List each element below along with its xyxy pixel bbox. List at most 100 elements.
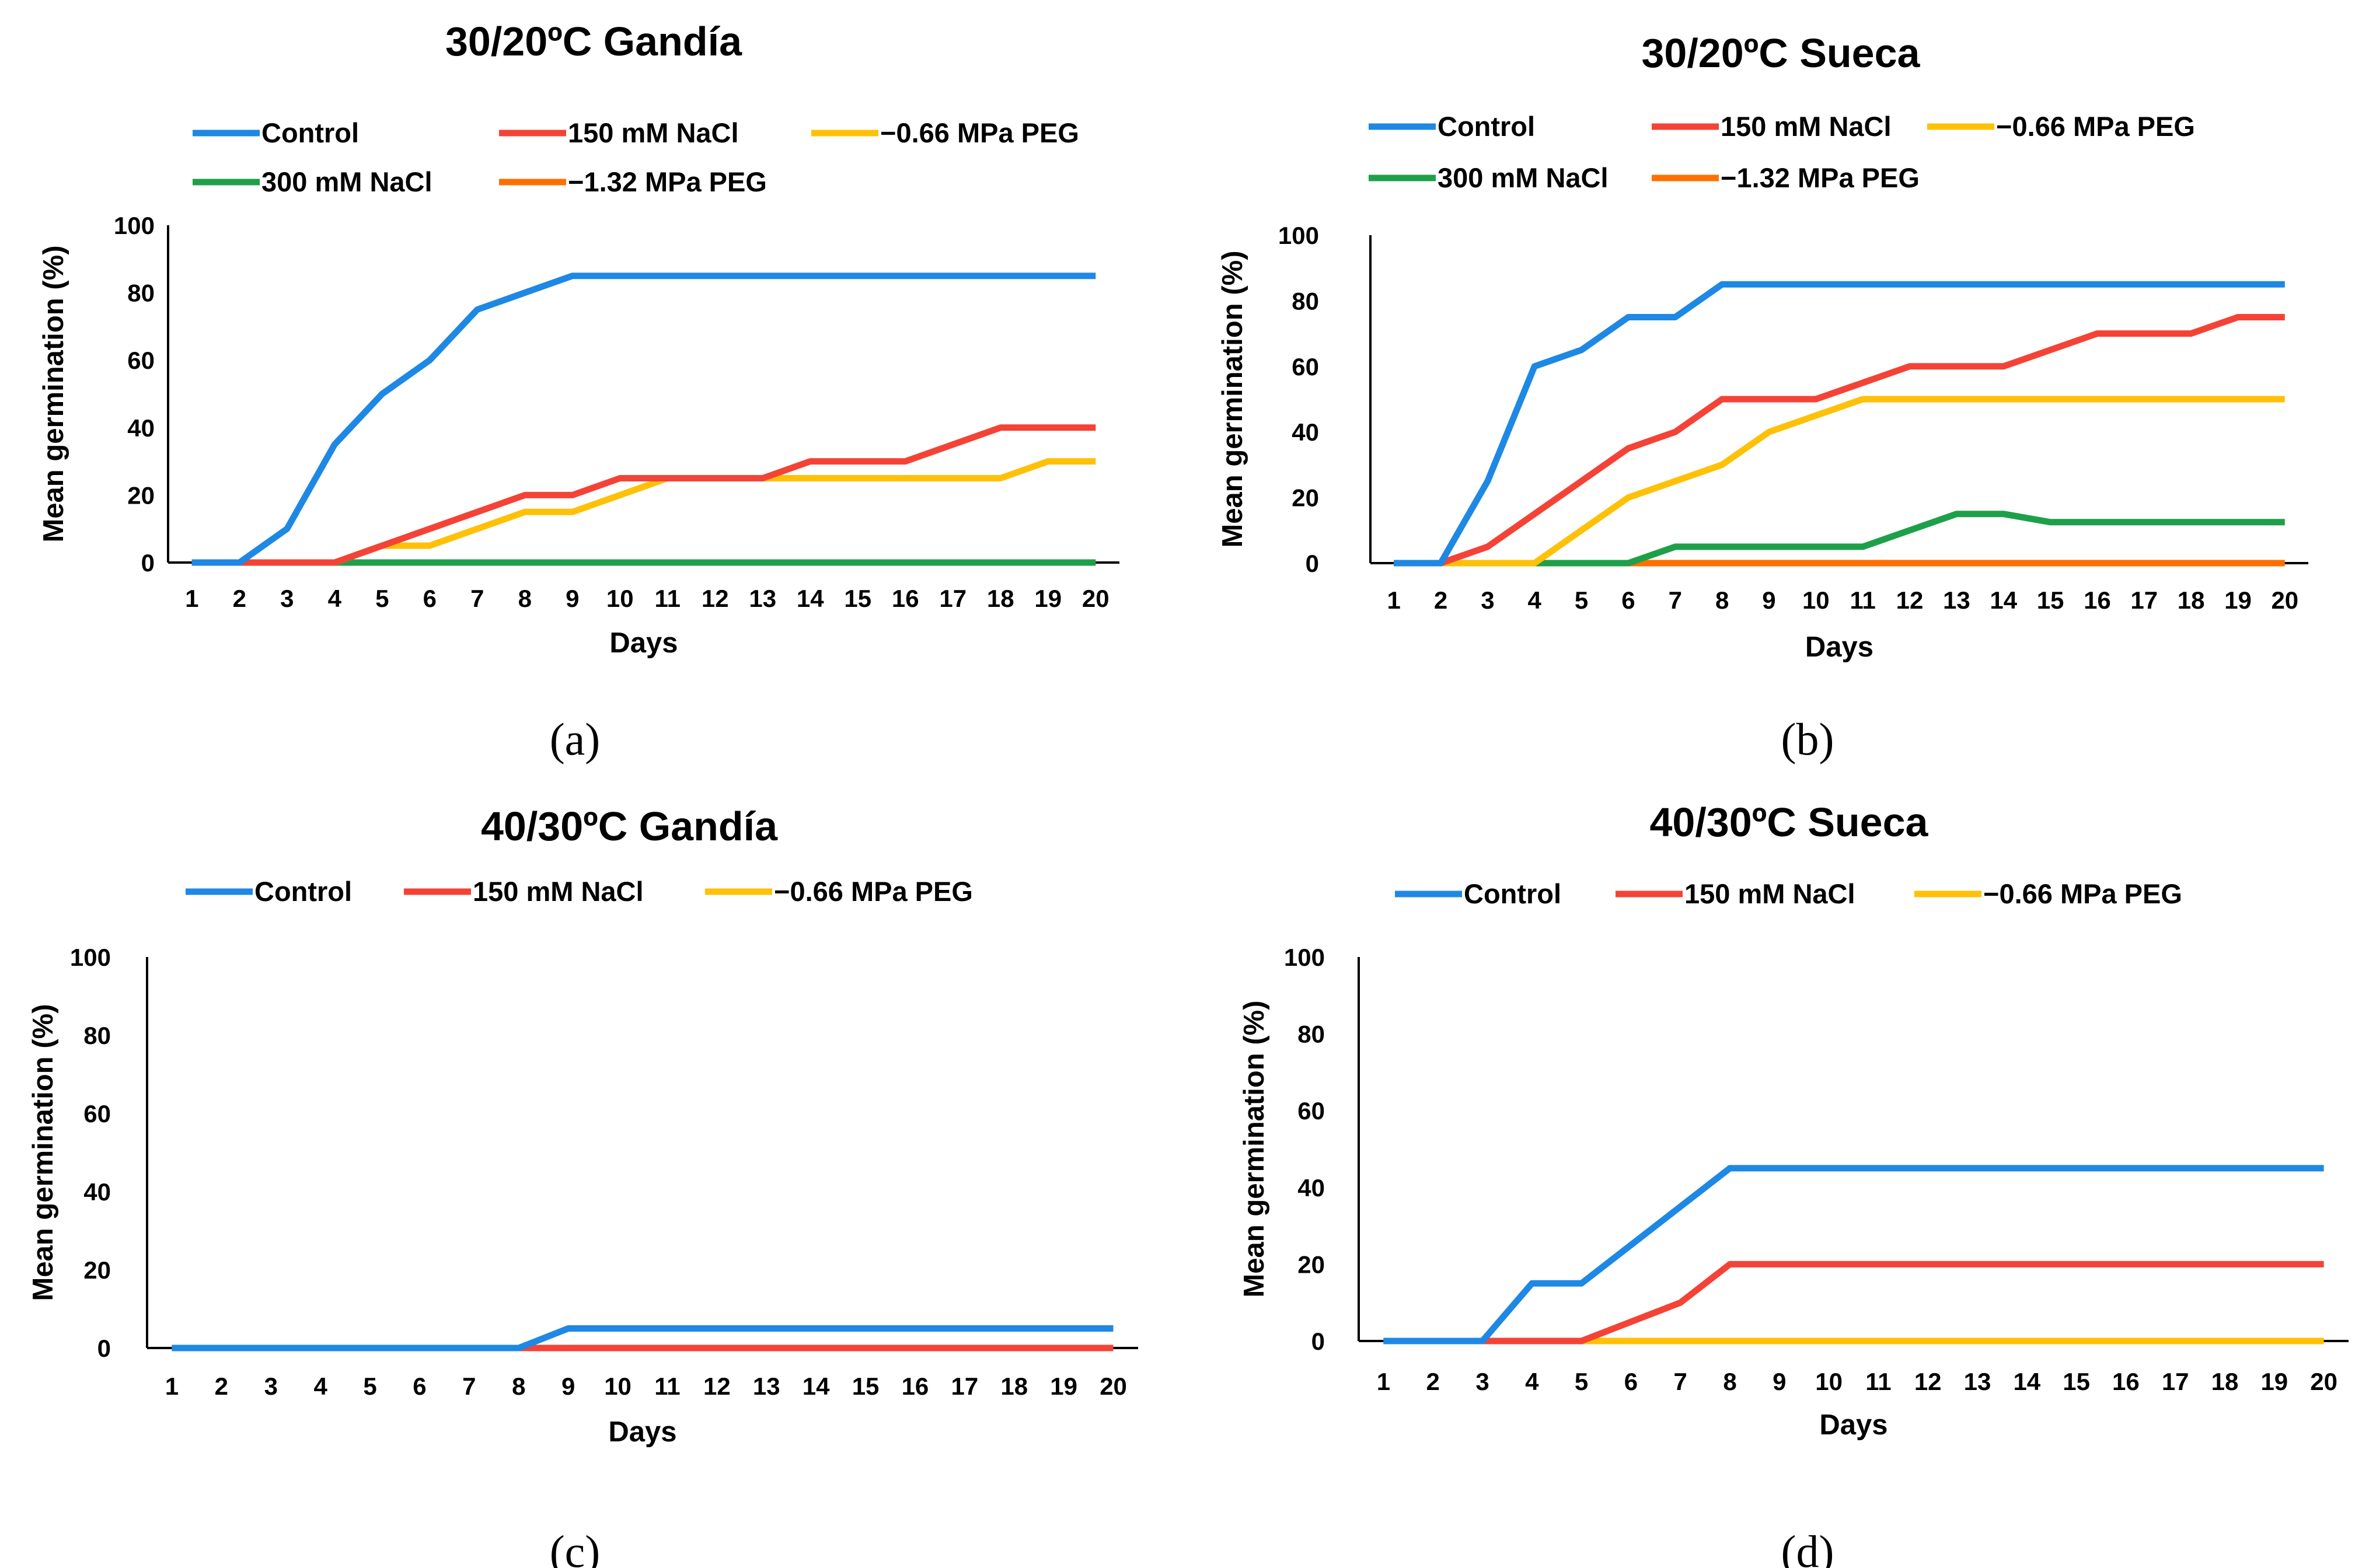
chart-title: 30/20ºC Sueca — [1642, 30, 1921, 76]
x-tick-label: 4 — [1528, 586, 1542, 614]
x-tick-label: 12 — [703, 1373, 731, 1400]
legend-entry: Control — [193, 117, 359, 148]
x-tick-label: 18 — [2178, 586, 2205, 614]
y-tick-label: 20 — [1297, 1251, 1325, 1278]
legend-entry: Control — [1395, 878, 1561, 909]
y-tick-label: 0 — [1306, 550, 1319, 577]
x-tick-label: 3 — [280, 585, 294, 612]
x-tick-label: 17 — [939, 585, 967, 612]
legend-entry: 150 mM NaCl — [499, 117, 739, 148]
y-axis-title: Mean germination (%) — [1217, 250, 1248, 547]
legend-entry: 300 mM NaCl — [1369, 162, 1609, 193]
x-tick-label: 20 — [1100, 1373, 1127, 1400]
y-tick-label: 40 — [1292, 418, 1319, 446]
x-tick-label: 8 — [1715, 586, 1729, 614]
y-axis-title: Mean germination (%) — [27, 1004, 59, 1301]
x-tick-label: 10 — [1802, 586, 1830, 614]
x-tick-label: 6 — [413, 1373, 426, 1400]
legend-label: 150 mM NaCl — [1721, 111, 1892, 142]
series-group — [1394, 281, 2285, 567]
x-tick-label: 2 — [1434, 586, 1447, 614]
legend-label: Control — [1464, 878, 1561, 909]
y-tick-label: 40 — [83, 1178, 111, 1206]
chart-title: 40/30ºC Sueca — [1650, 799, 1929, 845]
chart-panel-d: 40/30ºC Sueca Control 150 mM NaCl −0.66 MPa… — [1238, 799, 2349, 1568]
legend-entry: Control — [1369, 111, 1535, 142]
legend-label: 150 mM NaCl — [568, 117, 739, 148]
panel-caption: (b) — [1781, 714, 1834, 764]
x-tick-label: 1 — [1377, 1368, 1390, 1395]
x-tick-label: 11 — [654, 1373, 680, 1400]
x-tick-label: 9 — [566, 585, 579, 612]
x-tick-label: 10 — [1815, 1368, 1843, 1395]
series-group — [1383, 1165, 2324, 1345]
y-tick-label: 20 — [127, 481, 155, 509]
chart-panel-c: 40/30ºC Gandía Control 150 mM NaCl −0.66 MP… — [27, 804, 1138, 1568]
x-tick-label: 17 — [951, 1373, 978, 1400]
series-line — [191, 273, 1096, 566]
x-tick-label: 19 — [2260, 1368, 2288, 1395]
x-tick-label: 9 — [561, 1373, 575, 1400]
chart-title: 40/30ºC Gandía — [481, 804, 778, 849]
legend-label: −1.32 MPa PEG — [568, 166, 767, 197]
y-tick-label: 100 — [70, 944, 111, 971]
x-axis-title: Days — [1819, 1409, 1887, 1441]
series-group — [191, 273, 1096, 566]
legend-entry: −0.66 MPa PEG — [811, 117, 1079, 148]
x-tick-label: 7 — [462, 1373, 476, 1400]
y-tick-label: 80 — [83, 1022, 111, 1049]
chart-panel-a: 30/20ºC Gandía Control 150 mM NaCl −0.66 MP… — [38, 19, 1119, 764]
y-tick-label: 40 — [1297, 1174, 1325, 1202]
x-tick-label: 20 — [2271, 586, 2298, 614]
legend-label: 150 mM NaCl — [473, 876, 644, 907]
y-tick-label: 60 — [127, 347, 155, 374]
x-tick-label: 5 — [363, 1373, 376, 1400]
y-tick-label: 60 — [83, 1100, 111, 1127]
legend-label: 150 mM NaCl — [1684, 878, 1855, 909]
x-tick-label: 18 — [987, 585, 1014, 612]
x-tick-label: 1 — [1387, 586, 1400, 614]
x-tick-label: 15 — [844, 585, 871, 612]
x-tick-label: 16 — [902, 1373, 929, 1400]
series-group — [172, 1325, 1114, 1352]
y-axis-title: Mean germination (%) — [1238, 1000, 1270, 1297]
legend-label: 300 mM NaCl — [1438, 162, 1609, 193]
chart-title: 30/20ºC Gandía — [445, 19, 742, 64]
legend-entry: −0.66 MPa PEG — [1927, 111, 2195, 142]
x-tick-label: 4 — [313, 1373, 327, 1400]
x-tick-label: 5 — [1575, 1368, 1588, 1395]
panel-caption: (d) — [1781, 1526, 1834, 1568]
legend-label: Control — [254, 876, 352, 907]
legend-entry: −0.66 MPa PEG — [1914, 878, 2182, 909]
x-tick-label: 19 — [1034, 585, 1062, 612]
y-tick-label: 60 — [1297, 1097, 1325, 1125]
x-tick-label: 9 — [1773, 1368, 1786, 1395]
x-tick-label: 20 — [1082, 585, 1110, 612]
legend-label: 300 mM NaCl — [261, 166, 432, 197]
series-line — [191, 424, 1096, 566]
x-tick-label: 2 — [233, 585, 246, 612]
series-line — [172, 1325, 1114, 1352]
x-tick-label: 15 — [2037, 586, 2064, 614]
x-tick-label: 1 — [165, 1373, 179, 1400]
legend-label: −0.66 MPa PEG — [774, 876, 973, 907]
x-tick-label: 6 — [1621, 586, 1635, 614]
x-tick-label: 5 — [1575, 586, 1588, 614]
series-line — [1394, 396, 2285, 567]
x-tick-label: 8 — [518, 585, 532, 612]
x-tick-label: 11 — [1865, 1368, 1891, 1395]
series-line — [1383, 1260, 2324, 1345]
legend-label: −1.32 MPa PEG — [1721, 162, 1920, 193]
series-line — [1394, 314, 2285, 567]
x-tick-label: 13 — [749, 585, 776, 612]
x-axis-title: Days — [609, 627, 678, 659]
y-tick-label: 20 — [83, 1256, 111, 1284]
x-tick-label: 2 — [1426, 1368, 1440, 1395]
x-tick-label: 19 — [1050, 1373, 1077, 1400]
x-tick-label: 14 — [1990, 586, 2017, 614]
x-tick-label: 6 — [423, 585, 437, 612]
x-tick-label: 7 — [1669, 586, 1682, 614]
legend-entry: 150 mM NaCl — [1652, 111, 1892, 142]
legend-entry: Control — [186, 876, 352, 907]
legend-entry: −1.32 MPa PEG — [1652, 162, 1920, 193]
